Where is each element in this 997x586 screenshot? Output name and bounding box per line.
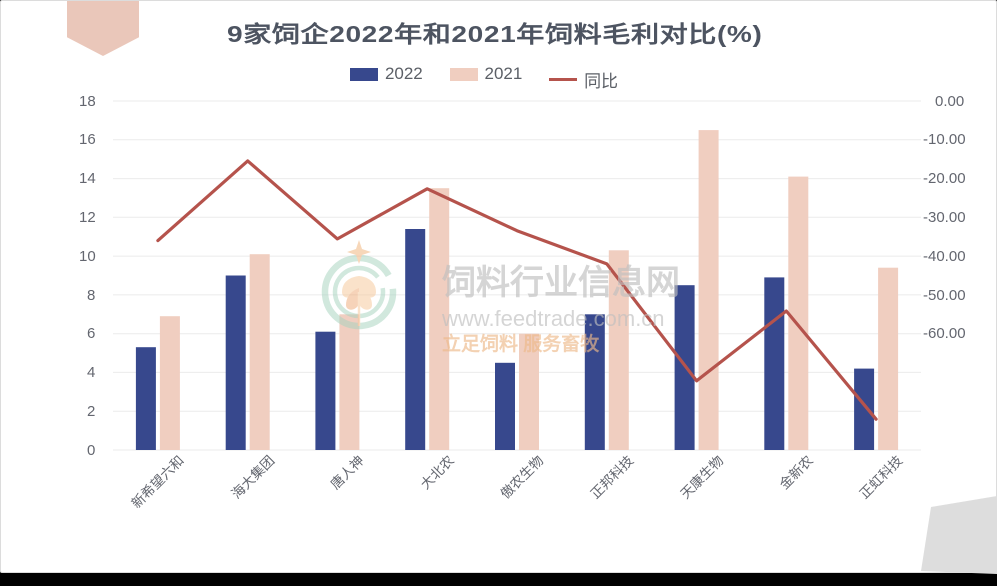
svg-text:www.feedtrade.com.cn: www.feedtrade.com.cn <box>441 306 665 331</box>
svg-text:饲料行业信息网: 饲料行业信息网 <box>442 263 680 302</box>
svg-text:立足饲料 服务畜牧: 立足饲料 服务畜牧 <box>442 332 600 355</box>
